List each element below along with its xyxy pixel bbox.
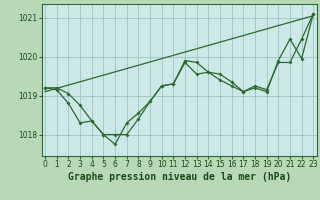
X-axis label: Graphe pression niveau de la mer (hPa): Graphe pression niveau de la mer (hPa) [68, 172, 291, 182]
